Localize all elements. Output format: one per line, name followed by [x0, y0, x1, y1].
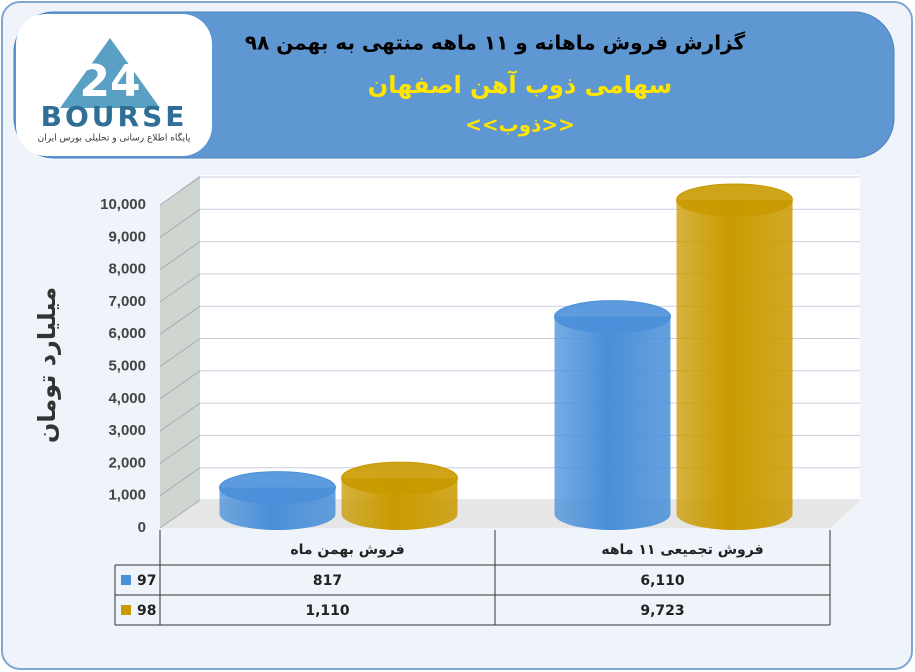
legend-swatch: [121, 575, 131, 585]
bar-top: [219, 471, 336, 505]
y-tick-label: 0: [138, 519, 146, 536]
y-axis-label: میلیارد تومان: [33, 287, 61, 443]
header-banner: [13, 11, 895, 159]
grid-line-side: [159, 402, 201, 432]
data-label: 1,110: [305, 603, 350, 619]
y-tick-label: 7,000: [108, 293, 146, 310]
data-label: 9,723: [640, 603, 684, 619]
grid-line-side: [159, 434, 201, 464]
bar-top: [341, 461, 458, 495]
bar-top: [554, 300, 671, 334]
grid-line-side: [159, 467, 201, 497]
grid-line-side: [159, 370, 201, 400]
legend-label: 97: [137, 573, 156, 589]
y-tick-label: 4,000: [108, 390, 146, 407]
bar: [676, 199, 793, 531]
x-tick-label: فروش بهمن ماه: [290, 542, 404, 558]
legend-label: 98: [137, 603, 156, 619]
grid-line-side: [159, 208, 201, 238]
data-label: 817: [313, 573, 342, 589]
y-tick-label: 5,000: [108, 357, 146, 374]
bar: [554, 316, 671, 530]
y-tick-label: 8,000: [108, 261, 146, 278]
y-tick-label: 1,000: [108, 487, 146, 504]
grid-line-side: [159, 273, 201, 303]
grid-line-side: [159, 305, 201, 335]
grid-line-side: [159, 338, 201, 367]
y-tick-label: 3,000: [108, 422, 146, 439]
logo-mark: 24: [79, 56, 140, 107]
legend-swatch: [121, 605, 131, 615]
plot-side-wall: [160, 175, 200, 528]
y-tick-label: 6,000: [108, 325, 146, 342]
x-tick-label: فروش تجمیعی ۱۱ ماهه: [601, 542, 763, 558]
y-tick-label: 9,000: [108, 228, 146, 245]
logo-name: BOURSE: [41, 100, 188, 133]
logo-tagline: پایگاه اطلاع رسانی و تحلیلی بورس ایران: [38, 132, 191, 144]
y-tick-label: 2,000: [108, 454, 146, 471]
chart-subtitle: سهامی ذوب آهن اصفهان: [368, 70, 673, 99]
y-tick-label: 10,000: [100, 196, 146, 213]
annotation: <<ذوب>>: [465, 113, 575, 137]
grid-line-side: [159, 241, 201, 271]
logo-triangle: [60, 38, 160, 108]
chart-title: گزارش فروش ماهانه و ۱۱ ماهه منتهی به بهم…: [245, 31, 746, 55]
data-label: 6,110: [640, 573, 685, 589]
grid-line-side: [159, 176, 201, 206]
bar-top: [676, 183, 793, 217]
grid-line-side: [159, 499, 201, 529]
